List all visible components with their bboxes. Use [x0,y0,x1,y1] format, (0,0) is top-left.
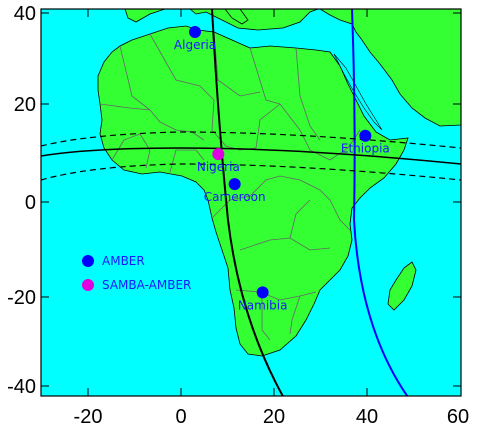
site-marker-cameroon [228,178,241,191]
site-marker-nigeria [212,148,225,161]
legend: AMBER SAMBA-AMBER [82,254,191,292]
site-label-ethiopia: Ethiopia [341,142,390,156]
site-marker-namibia [256,286,269,299]
site-marker-ethiopia [359,129,372,142]
africa-landmass [97,25,409,357]
x-tick-label: 20 [263,406,285,428]
italy-landmass [224,9,249,25]
madagascar-landmass [387,261,417,311]
x-tick-label: -20 [74,406,103,428]
x-tick-label: 40 [356,406,378,428]
blue-meridian-curve [351,9,409,396]
axis-ticks [41,9,461,396]
middle-east-landmass [319,9,461,127]
y-tick-label: 0 [25,192,36,214]
legend-samba-label: SAMBA-AMBER [102,278,191,292]
black-meridian-curve [211,9,284,396]
site-marker-algeria [189,26,201,39]
equator-band-dashed-upper [41,131,461,149]
y-tick-label: 20 [14,94,36,116]
y-tick-label: 40 [14,3,36,25]
site-label-namibia: Namibia [238,298,288,312]
sites-layer: Algeria Nigeria Cameroon Ethiopia Namibia [174,26,390,312]
site-label-algeria: Algeria [174,38,216,52]
x-tick-label: 60 [447,406,469,428]
equator-band-solid [41,147,461,165]
equator-band-dashed-lower [41,163,461,181]
europe-landmass [41,9,319,31]
red-sea [333,53,383,131]
site-label-nigeria: Nigeria [197,160,240,174]
y-tick-label: -20 [7,287,36,309]
site-label-cameroon: Cameroon [204,190,266,204]
legend-amber-label: AMBER [102,254,145,268]
legend-samba-marker [82,279,94,291]
y-tick-label: -40 [7,376,36,398]
legend-amber-marker [82,255,94,267]
x-tick-label: 0 [175,406,186,428]
